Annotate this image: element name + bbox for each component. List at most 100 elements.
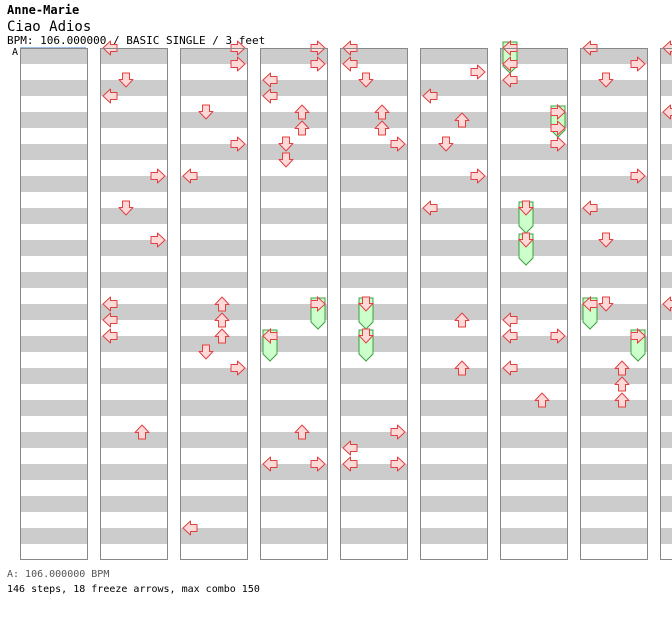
- step-arrow-right: [310, 56, 326, 72]
- beat-stripe: [180, 432, 248, 448]
- freeze-arrow-left: [582, 295, 598, 330]
- beat-stripe: [20, 304, 88, 320]
- beat-stripe: [20, 176, 88, 192]
- beat-stripe: [660, 368, 672, 384]
- beat-stripe: [20, 112, 88, 128]
- step-arrow-left: [102, 88, 118, 104]
- freeze-arrow-down: [357, 296, 375, 330]
- freeze-arrow-down: [357, 328, 375, 362]
- beat-stripe: [580, 496, 648, 512]
- step-arrow-down: [118, 200, 134, 216]
- step-arrow-down: [118, 72, 134, 88]
- beat-stripe: [260, 368, 328, 384]
- step-arrow-right: [230, 360, 246, 376]
- step-arrow-up: [214, 296, 230, 312]
- beat-stripe: [580, 240, 648, 256]
- step-arrow-right: [390, 424, 406, 440]
- beat-stripe: [100, 144, 168, 160]
- beat-stripe: [420, 144, 488, 160]
- step-arrow-right: [310, 456, 326, 472]
- beat-stripe: [420, 208, 488, 224]
- beat-stripe: [500, 112, 568, 128]
- beat-stripe: [420, 400, 488, 416]
- step-arrow-right: [390, 456, 406, 472]
- step-arrow-down: [278, 152, 294, 168]
- beat-stripe: [20, 144, 88, 160]
- step-arrow-left: [502, 312, 518, 328]
- step-arrow-up: [454, 312, 470, 328]
- column-background: [180, 48, 248, 560]
- beat-stripe: [580, 464, 648, 480]
- beat-stripe: [100, 48, 168, 64]
- freeze-body: [518, 201, 534, 234]
- column-border: [100, 48, 168, 560]
- beat-stripe: [340, 496, 408, 512]
- beat-stripe: [180, 272, 248, 288]
- freeze-body: [358, 297, 374, 330]
- beat-stripe: [260, 496, 328, 512]
- beat-stripe: [260, 464, 328, 480]
- column-border: [340, 48, 408, 560]
- beat-stripe: [580, 432, 648, 448]
- beat-stripe: [20, 240, 88, 256]
- beat-stripe: [580, 336, 648, 352]
- step-arrow-right: [630, 56, 646, 72]
- beat-stripe: [500, 48, 568, 64]
- column-background: [660, 48, 672, 560]
- beat-stripe: [660, 272, 672, 288]
- chart-stats: 146 steps, 18 freeze arrows, max combo 1…: [7, 584, 260, 595]
- beat-stripe: [420, 80, 488, 96]
- step-arrow-right: [630, 328, 646, 344]
- freeze-head-left: [582, 295, 598, 313]
- freeze-head-down: [517, 200, 535, 216]
- beat-stripe: [660, 208, 672, 224]
- beat-stripe: [100, 336, 168, 352]
- beat-stripe: [180, 48, 248, 64]
- step-arrow-up: [614, 392, 630, 408]
- artist-name: Anne-Marie: [7, 3, 80, 17]
- step-arrow-left: [342, 440, 358, 456]
- step-arrow-left: [582, 200, 598, 216]
- column-background: [500, 48, 568, 560]
- step-arrow-left: [262, 456, 278, 472]
- beat-stripe: [340, 528, 408, 544]
- step-arrow-down: [598, 72, 614, 88]
- freeze-head-right: [630, 327, 646, 345]
- beat-stripe: [180, 368, 248, 384]
- beat-stripe: [100, 272, 168, 288]
- step-arrow-right: [470, 64, 486, 80]
- beat-stripe: [340, 144, 408, 160]
- beat-stripe: [500, 528, 568, 544]
- freeze-arrow-right: [310, 295, 326, 330]
- beat-stripe: [420, 112, 488, 128]
- beat-stripe: [180, 144, 248, 160]
- beat-stripe: [580, 176, 648, 192]
- freeze-body: [358, 329, 374, 362]
- beat-stripe: [180, 80, 248, 96]
- step-arrow-left: [342, 56, 358, 72]
- beat-stripe: [660, 528, 672, 544]
- column-background: [420, 48, 488, 560]
- step-arrow-left: [102, 296, 118, 312]
- beat-stripe: [420, 304, 488, 320]
- beat-stripe: [500, 496, 568, 512]
- step-arrow-up: [214, 328, 230, 344]
- chart-column: [420, 48, 488, 560]
- column-background: [260, 48, 328, 560]
- freeze-arrow-down: [517, 232, 535, 266]
- freeze-head-down: [357, 296, 375, 312]
- beat-stripe: [260, 112, 328, 128]
- step-arrow-right: [150, 168, 166, 184]
- beat-stripe: [500, 432, 568, 448]
- step-arrow-down: [198, 344, 214, 360]
- beat-stripe: [20, 528, 88, 544]
- step-arrow-left: [662, 40, 672, 56]
- beat-stripe: [340, 464, 408, 480]
- step-arrow-left: [422, 88, 438, 104]
- beat-stripe: [180, 208, 248, 224]
- song-title: Ciao Adios: [7, 19, 92, 35]
- step-arrow-right: [550, 328, 566, 344]
- beat-stripe: [260, 304, 328, 320]
- beat-stripe: [180, 240, 248, 256]
